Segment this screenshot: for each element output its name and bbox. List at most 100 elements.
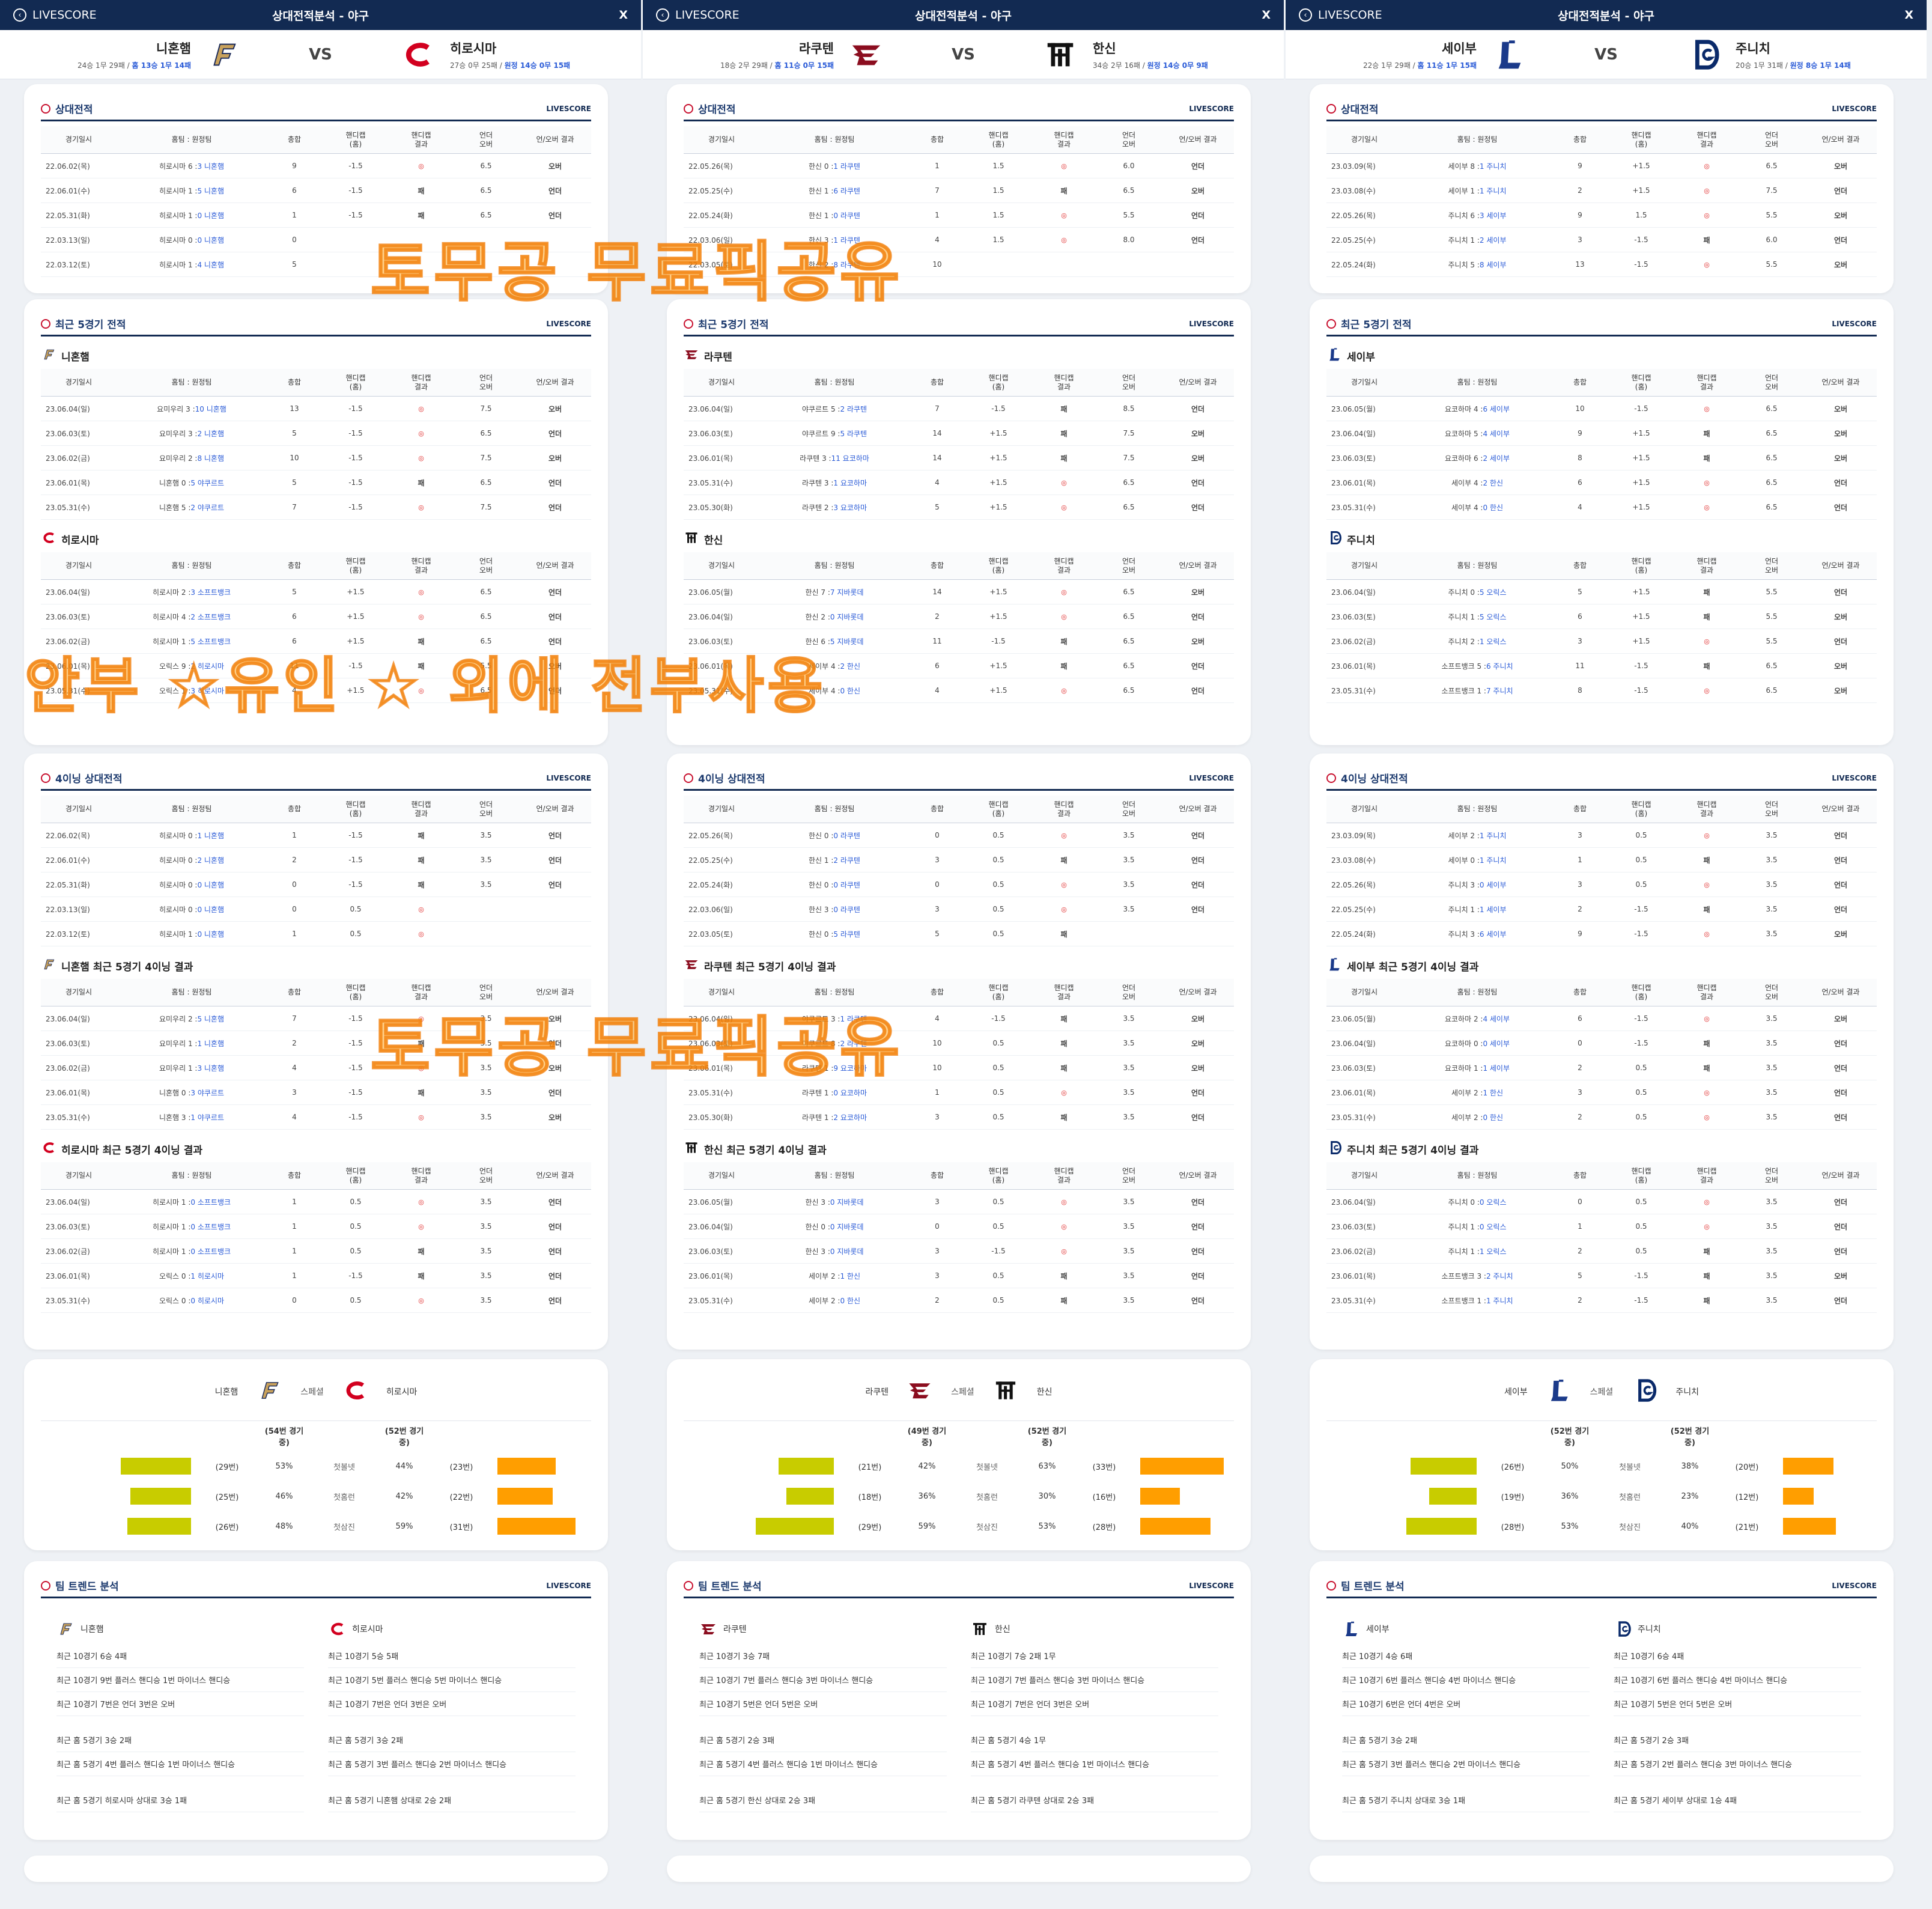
cell-match[interactable]: 히로시마 1 : 0 소프트뱅크 <box>117 1214 267 1239</box>
away-team[interactable]: 한신 34승 2무 16패 / 원정 14승 0무 9패 <box>1093 41 1208 70</box>
brand[interactable]: ‹ LIVESCORE <box>13 8 205 22</box>
home-team[interactable]: 세이부 22승 1무 29패 / 홈 11승 1무 15패 <box>1362 41 1477 70</box>
cell-match[interactable]: 한신 3 : 0 지바롯데 <box>759 1239 910 1264</box>
cell-match[interactable]: 한신 0 : 0 지바롯데 <box>759 1214 910 1239</box>
cell-match[interactable]: 야쿠르트 8 : 2 라쿠텐 <box>759 1031 910 1056</box>
cell-match[interactable]: 세이부 2 : 1 한신 <box>759 1264 910 1288</box>
cell-match[interactable]: 히로시마 0 : 1 니혼햄 <box>117 823 267 848</box>
cell-match[interactable]: 소프트뱅크 1 : 1 주니치 <box>1402 1288 1552 1313</box>
cell-match[interactable]: 소프트뱅크 1 : 7 주니치 <box>1402 678 1552 703</box>
cell-match[interactable]: 라쿠텐 3 : 1 요코하마 <box>759 470 910 495</box>
away-team[interactable]: 히로시마 27승 0무 25패 / 원정 14승 0무 15패 <box>450 41 571 70</box>
cell-match[interactable]: 히로시마 1 : 0 소프트뱅크 <box>117 1190 267 1214</box>
back-icon[interactable]: ‹ <box>656 8 669 22</box>
cell-match[interactable]: 히로시마 0 : 0 니혼햄 <box>117 897 267 922</box>
close-button[interactable]: X <box>1904 8 1913 22</box>
cell-match[interactable]: 한신 6 : 5 지바롯데 <box>759 629 910 654</box>
cell-match[interactable]: 히로시마 6 : 3 니혼햄 <box>117 154 267 178</box>
cell-match[interactable]: 주니치 1 : 2 세이부 <box>1402 228 1552 252</box>
cell-match[interactable]: 주니치 1 : 5 오릭스 <box>1402 604 1552 629</box>
close-button[interactable]: X <box>619 8 628 22</box>
cell-match[interactable]: 한신 0 : 5 라쿠텐 <box>759 922 910 946</box>
cell-match[interactable]: 한신 2 : 8 라쿠텐 <box>759 252 910 277</box>
cell-match[interactable]: 히로시마 0 : 0 니혼햄 <box>117 872 267 897</box>
cell-match[interactable]: 히로시마 1 : 4 니혼햄 <box>117 252 267 277</box>
cell-match[interactable]: 주니치 0 : 5 오릭스 <box>1402 580 1552 604</box>
cell-match[interactable]: 니혼햄 3 : 1 야쿠르트 <box>117 1105 267 1130</box>
cell-match[interactable]: 라쿠텐 2 : 3 요코하마 <box>759 495 910 520</box>
cell-match[interactable]: 세이부 2 : 1 주니치 <box>1402 823 1552 848</box>
cell-match[interactable]: 세이부 2 : 1 한신 <box>1402 1080 1552 1105</box>
cell-match[interactable]: 요미우리 3 : 10 니혼햄 <box>117 397 267 421</box>
cell-match[interactable]: 니혼햄 0 : 5 야쿠르트 <box>117 470 267 495</box>
cell-match[interactable]: 요코하마 4 : 6 세이부 <box>1402 397 1552 421</box>
cell-match[interactable]: 한신 3 : 0 라쿠텐 <box>759 897 910 922</box>
cell-match[interactable]: 세이부 2 : 0 한신 <box>759 1288 910 1313</box>
brand[interactable]: ‹ LIVESCORE <box>656 8 848 22</box>
cell-match[interactable]: 주니치 1 : 0 오릭스 <box>1402 1214 1552 1239</box>
cell-match[interactable]: 히로시마 4 : 2 소프트뱅크 <box>117 604 267 629</box>
cell-match[interactable]: 요미우리 3 : 2 니혼햄 <box>117 421 267 446</box>
cell-match[interactable]: 한신 3 : 0 지바롯데 <box>759 1190 910 1214</box>
cell-match[interactable]: 한신 0 : 1 라쿠텐 <box>759 154 910 178</box>
cell-match[interactable]: 히로시마 1 : 5 소프트뱅크 <box>117 629 267 654</box>
home-team[interactable]: 라쿠텐 18승 2무 29패 / 홈 11승 0무 15패 <box>720 41 834 70</box>
cell-match[interactable]: 한신 3 : 1 라쿠텐 <box>759 228 910 252</box>
cell-match[interactable]: 세이부 4 : 0 한신 <box>759 678 910 703</box>
cell-match[interactable]: 야쿠르트 9 : 5 라쿠텐 <box>759 421 910 446</box>
cell-match[interactable]: 한신 1 : 2 라쿠텐 <box>759 848 910 872</box>
cell-match[interactable]: 요코하마 2 : 4 세이부 <box>1402 1006 1552 1031</box>
cell-match[interactable]: 한신 1 : 6 라쿠텐 <box>759 178 910 203</box>
cell-match[interactable]: 니혼햄 5 : 2 야쿠르트 <box>117 495 267 520</box>
cell-match[interactable]: 주니치 5 : 8 세이부 <box>1402 252 1552 277</box>
brand[interactable]: ‹ LIVESCORE <box>1299 8 1491 22</box>
cell-match[interactable]: 요코하마 0 : 0 세이부 <box>1402 1031 1552 1056</box>
cell-match[interactable]: 주니치 2 : 1 오릭스 <box>1402 629 1552 654</box>
cell-match[interactable]: 세이부 1 : 1 주니치 <box>1402 178 1552 203</box>
cell-match[interactable]: 니혼햄 0 : 3 야쿠르트 <box>117 1080 267 1105</box>
cell-match[interactable]: 주니치 1 : 1 세이부 <box>1402 897 1552 922</box>
cell-match[interactable]: 히로시마 2 : 3 소프트뱅크 <box>117 580 267 604</box>
cell-match[interactable]: 히로시마 1 : 0 니혼햄 <box>117 203 267 228</box>
cell-match[interactable]: 야쿠르트 3 : 1 라쿠텐 <box>759 1006 910 1031</box>
cell-match[interactable]: 한신 7 : 7 지바롯데 <box>759 580 910 604</box>
cell-match[interactable]: 오릭스 1 : 3 히로시마 <box>117 678 267 703</box>
cell-match[interactable]: 소프트뱅크 5 : 6 주니치 <box>1402 654 1552 678</box>
cell-match[interactable]: 요미우리 1 : 1 니혼햄 <box>117 1031 267 1056</box>
cell-match[interactable]: 오릭스 0 : 1 히로시마 <box>117 1264 267 1288</box>
cell-match[interactable]: 라쿠텐 1 : 2 요코하마 <box>759 1105 910 1130</box>
cell-match[interactable]: 세이부 2 : 0 한신 <box>1402 1105 1552 1130</box>
cell-match[interactable]: 히로시마 1 : 0 소프트뱅크 <box>117 1239 267 1264</box>
cell-match[interactable]: 주니치 0 : 0 오릭스 <box>1402 1190 1552 1214</box>
cell-match[interactable]: 세이부 0 : 1 주니치 <box>1402 848 1552 872</box>
cell-match[interactable]: 히로시마 1 : 5 니혼햄 <box>117 178 267 203</box>
close-button[interactable]: X <box>1262 8 1271 22</box>
cell-match[interactable]: 요코하마 1 : 1 세이부 <box>1402 1056 1552 1080</box>
cell-match[interactable]: 한신 0 : 0 라쿠텐 <box>759 872 910 897</box>
cell-match[interactable]: 요코하마 5 : 4 세이부 <box>1402 421 1552 446</box>
cell-match[interactable]: 세이부 4 : 0 한신 <box>1402 495 1552 520</box>
cell-match[interactable]: 세이부 4 : 2 한신 <box>759 654 910 678</box>
cell-match[interactable]: 요미우리 1 : 3 니혼햄 <box>117 1056 267 1080</box>
cell-match[interactable]: 한신 1 : 0 라쿠텐 <box>759 203 910 228</box>
cell-match[interactable]: 세이부 8 : 1 주니치 <box>1402 154 1552 178</box>
cell-match[interactable]: 라쿠텐 3 : 11 요코하마 <box>759 446 910 470</box>
cell-match[interactable]: 소프트뱅크 3 : 2 주니치 <box>1402 1264 1552 1288</box>
back-icon[interactable]: ‹ <box>13 8 26 22</box>
cell-match[interactable]: 라쿠텐 1 : 0 요코하마 <box>759 1080 910 1105</box>
cell-match[interactable]: 주니치 3 : 0 세이부 <box>1402 872 1552 897</box>
cell-match[interactable]: 한신 0 : 0 라쿠텐 <box>759 823 910 848</box>
cell-match[interactable]: 오릭스 9 : 2 히로시마 <box>117 654 267 678</box>
cell-match[interactable]: 요미우리 2 : 8 니혼햄 <box>117 446 267 470</box>
cell-match[interactable]: 히로시마 1 : 0 니혼햄 <box>117 922 267 946</box>
home-team[interactable]: 니혼햄 24승 1무 29패 / 홈 13승 1무 14패 <box>77 41 191 70</box>
cell-match[interactable]: 요코하마 6 : 2 세이부 <box>1402 446 1552 470</box>
cell-match[interactable]: 야쿠르트 5 : 2 라쿠텐 <box>759 397 910 421</box>
cell-match[interactable]: 히로시마 0 : 0 니혼햄 <box>117 228 267 252</box>
cell-match[interactable]: 주니치 3 : 6 세이부 <box>1402 922 1552 946</box>
cell-match[interactable]: 라쿠텐 1 : 9 요코하마 <box>759 1056 910 1080</box>
away-team[interactable]: 주니치 20승 1무 31패 / 원정 8승 1무 14패 <box>1736 41 1851 70</box>
back-icon[interactable]: ‹ <box>1299 8 1312 22</box>
cell-match[interactable]: 한신 2 : 0 지바롯데 <box>759 604 910 629</box>
cell-match[interactable]: 세이부 4 : 2 한신 <box>1402 470 1552 495</box>
